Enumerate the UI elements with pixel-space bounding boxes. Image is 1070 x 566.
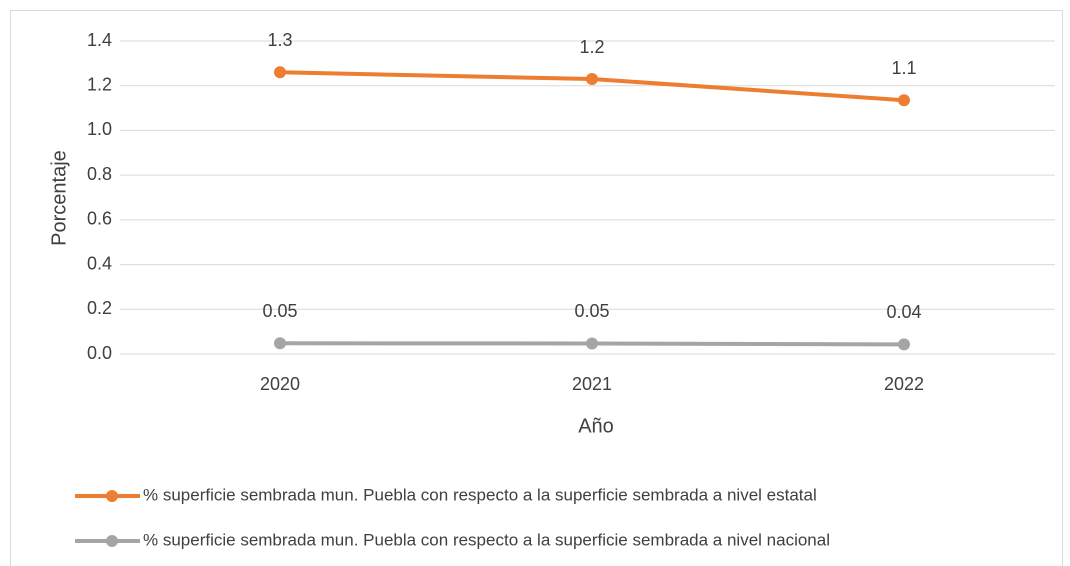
data-label: 0.05: [262, 301, 297, 321]
y-tick-label: 1.4: [87, 30, 112, 50]
x-tick-label: 2021: [572, 374, 612, 394]
legend-marker: [106, 535, 118, 547]
y-tick-label: 0.2: [87, 298, 112, 318]
data-point: [586, 73, 598, 86]
legend-marker: [106, 490, 118, 502]
data-point: [586, 337, 598, 350]
data-label: 1.3: [267, 30, 292, 50]
y-tick-label: 0.6: [87, 209, 112, 229]
x-tick-label: 2020: [260, 374, 300, 394]
data-label: 1.2: [579, 37, 604, 57]
y-tick-label: 0.4: [87, 253, 112, 273]
data-point: [274, 337, 286, 350]
data-label: 0.05: [574, 301, 609, 321]
data-label: 0.04: [886, 302, 921, 322]
y-tick-label: 1.0: [87, 119, 112, 139]
x-tick-label: 2022: [884, 374, 924, 394]
x-axis-title: Año: [578, 415, 614, 437]
y-axis-title: Porcentaje: [48, 150, 70, 246]
y-tick-label: 1.2: [87, 74, 112, 94]
data-point: [274, 66, 286, 79]
y-tick-label: 0.0: [87, 343, 112, 363]
data-point: [898, 338, 910, 351]
chart-frame: [10, 10, 1063, 566]
y-tick-label: 0.8: [87, 164, 112, 184]
legend-label: % superficie sembrada mun. Puebla con re…: [143, 485, 817, 504]
data-label: 1.1: [891, 58, 916, 78]
legend-label: % superficie sembrada mun. Puebla con re…: [143, 530, 830, 549]
data-point: [898, 94, 910, 107]
